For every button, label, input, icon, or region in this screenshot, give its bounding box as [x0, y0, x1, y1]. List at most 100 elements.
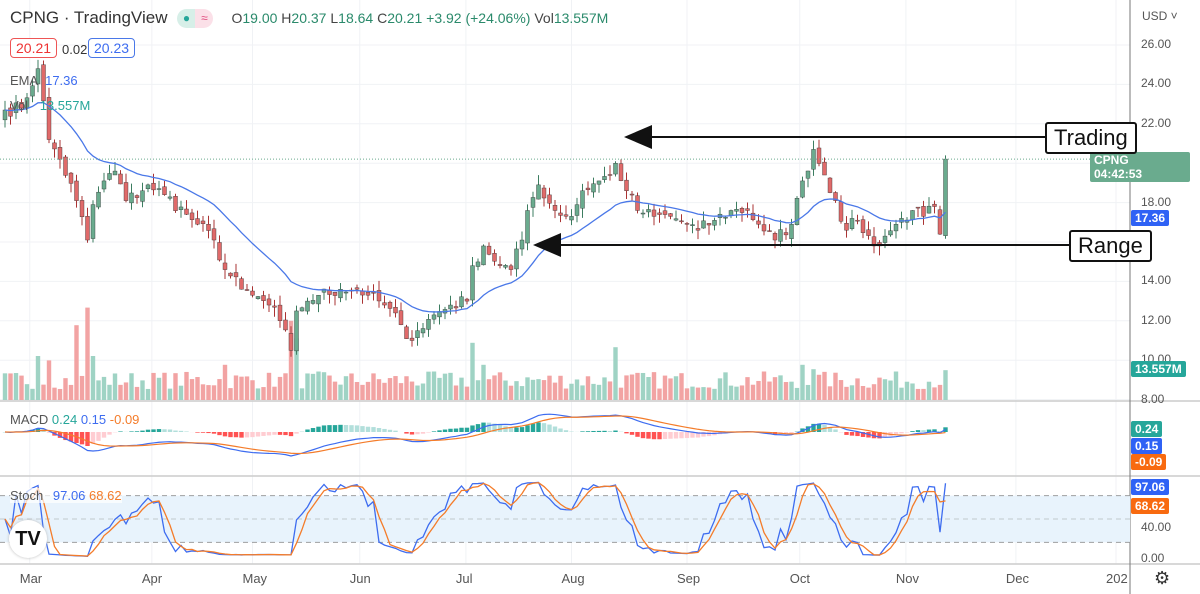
volume-bar [811, 369, 816, 400]
volume-bar [838, 380, 844, 400]
macd-legend[interactable]: MACD 0.24 0.15 -0.09 [10, 412, 139, 427]
candle-body [651, 209, 657, 217]
candle-body [492, 253, 497, 262]
macd-histogram-bar [932, 429, 937, 432]
vol-legend[interactable]: Vol 13.557M [10, 98, 90, 113]
currency-selector[interactable]: USD ˅ [1142, 9, 1178, 23]
macd-histogram-bar [882, 432, 888, 438]
candle-body [882, 235, 888, 243]
volume-bar [563, 388, 569, 400]
candle-body [756, 220, 761, 225]
volume-bar [206, 385, 211, 400]
macd-histogram-bar [283, 432, 288, 436]
volume-bar [415, 385, 420, 400]
stoch-legend[interactable]: Stoch 97.06 68.62 [10, 488, 122, 503]
volume-bar [937, 384, 943, 400]
candle-body [118, 173, 123, 185]
candle-body [107, 173, 112, 180]
macd-histogram-bar [486, 422, 492, 432]
volume-bar [926, 381, 932, 400]
volume-bar [629, 374, 635, 400]
volume-bar [486, 379, 492, 400]
ohlc-readout: O19.00 H20.37 L18.64 C20.21 +3.92 (+24.0… [231, 10, 608, 26]
candle-body [640, 212, 646, 215]
candle-body [90, 204, 96, 239]
price-tick: 14.00 [1141, 273, 1172, 288]
vol-label: Vol [534, 10, 554, 26]
time-tick: Apr [141, 571, 163, 586]
volume-bar [30, 388, 35, 400]
candle-body [123, 182, 129, 201]
candle-body [943, 158, 948, 236]
volume-bar [459, 377, 464, 400]
symbol-title[interactable]: CPNG · TradingView [10, 8, 168, 27]
volume-bar [932, 387, 937, 400]
candle-body [662, 210, 668, 215]
annotation-trading[interactable]: Trading [1045, 122, 1137, 154]
volume-bar [899, 387, 904, 400]
macd-histogram-bar [332, 425, 338, 432]
volume-bar [63, 378, 68, 400]
candle-body [382, 302, 387, 306]
macd-histogram-bar [459, 427, 464, 432]
annotation-range[interactable]: Range [1069, 230, 1152, 262]
macd-histogram-bar [371, 427, 376, 432]
candle-body [327, 290, 332, 295]
ema-legend[interactable]: EMA 17.36 [10, 73, 78, 88]
candle-body [239, 278, 244, 290]
candle-body [30, 85, 35, 97]
macd-histogram-bar [140, 430, 145, 432]
macd-histogram-bar [646, 432, 651, 439]
macd-histogram-bar [690, 432, 695, 438]
volume-bar [85, 307, 90, 400]
macd-histogram-bar [409, 432, 415, 435]
macd-histogram-bar [420, 432, 426, 434]
volume-bar [673, 376, 679, 400]
stoch-tick: 0.00 [1141, 551, 1165, 565]
candle-body [574, 204, 580, 216]
buy-price-button[interactable]: 20.23 [88, 38, 136, 58]
tradingview-logo[interactable]: TV [9, 520, 47, 558]
trading-arrowhead [624, 125, 652, 149]
candle-body [657, 212, 662, 215]
volume-bar [844, 386, 849, 400]
macd-histogram-bar [79, 432, 85, 445]
settings-gear-icon[interactable]: ⚙ [1154, 568, 1171, 588]
volume-bar [57, 388, 63, 400]
volume-bar [827, 386, 833, 400]
candle-body [761, 224, 767, 232]
sell-price-button[interactable]: 20.21 [10, 38, 58, 58]
macd-histogram-bar [602, 430, 607, 432]
macd-histogram-bar [239, 432, 244, 438]
volume-bar [750, 384, 756, 400]
macd-histogram-bar [805, 426, 811, 432]
macd-histogram-bar [547, 424, 552, 432]
stoch-d-tag: 68.62 [1131, 498, 1170, 514]
macd-histogram-bar [442, 429, 448, 432]
candle-body [789, 224, 794, 239]
candle-body [475, 261, 481, 267]
volume-bar [910, 383, 915, 400]
volume-bar [101, 376, 107, 400]
volume-bar [640, 372, 646, 400]
macd-histogram-bar [327, 425, 332, 432]
status-pill[interactable]: ● ≈ [177, 8, 214, 28]
macd-histogram-bar [294, 432, 299, 434]
volume-bar [915, 388, 921, 400]
time-tick: Oct [789, 571, 810, 586]
time-tick: Nov [895, 571, 920, 586]
volume-bar [112, 373, 118, 400]
macd-histogram-bar [162, 429, 167, 432]
last-symbol: CPNG [1094, 153, 1129, 167]
candle-body [613, 162, 618, 175]
candle-body [915, 206, 921, 209]
volume-bar [558, 375, 563, 400]
macd-hist-tag: 0.24 [1131, 421, 1163, 437]
candle-body [299, 307, 305, 312]
macd-histogram-bar [910, 431, 915, 432]
volume-bar [662, 375, 668, 400]
candle-body [750, 212, 756, 220]
volume-bar [393, 376, 398, 400]
candle-body [233, 272, 239, 278]
